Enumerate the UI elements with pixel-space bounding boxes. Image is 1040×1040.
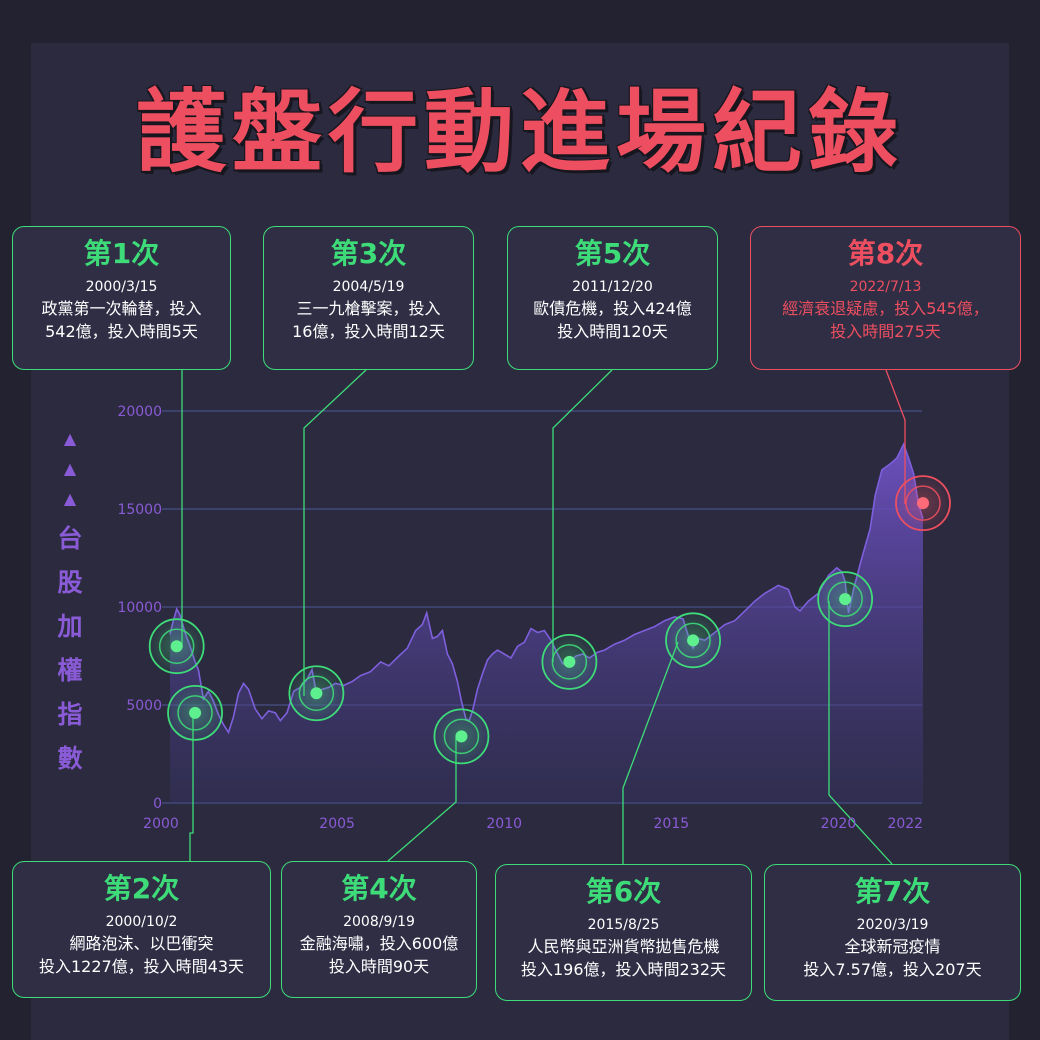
annotation-5: 第5次 2011/12/20 歐債危機，投入424億 投入時間120天: [507, 226, 718, 370]
index-area: [169, 442, 924, 803]
x-tick-label: 2015: [654, 816, 690, 832]
annotation-date: 2011/12/20: [572, 279, 653, 295]
annotation-line: 投入7.57億，投入207天: [803, 960, 982, 979]
marker-dot: [455, 730, 468, 743]
connector-lines: [181, 369, 906, 865]
axis-ticks: 0 5000 10000 15000 20000 2000 2005 2010 2015 2020…: [117, 404, 923, 832]
y-tick-label: 20000: [117, 404, 162, 420]
annotation-line: 投入時間120天: [557, 322, 668, 341]
annotation-title: 第7次: [854, 875, 931, 908]
index-line: [169, 442, 924, 735]
marker-inner-ring: [443, 718, 480, 755]
annotation-3: 第3次 2004/5/19 三一九槍擊案，投入 16億，投入時間12天: [263, 226, 474, 370]
event-marker: [167, 684, 223, 741]
annotation-line: 投入時間275天: [830, 322, 941, 341]
annotation-1: 第1次 2000/3/15 政黨第一次輪替，投入 542億，投入時間5天: [12, 226, 231, 370]
marker-inner-ring: [675, 622, 711, 659]
index-area-fill: [170, 444, 923, 803]
annotation-title: 第4次: [341, 872, 417, 905]
connector-line: [189, 714, 194, 861]
marker-dot: [687, 634, 700, 647]
annotation-date: 2004/5/19: [332, 279, 405, 295]
annotation-line: 542億，投入時間5天: [45, 322, 198, 341]
connector-line: [885, 369, 906, 504]
page-title: 護盤行動進場紀錄: [136, 80, 904, 185]
x-tick-label: 2022: [887, 816, 923, 832]
y-axis-label-char: 加: [57, 612, 83, 641]
up-triangle-icon: ▲: [63, 459, 77, 478]
annotation-line: 歐債危機，投入424億: [533, 299, 692, 318]
annotation-line: 政黨第一次輪替，投入: [41, 299, 202, 318]
annotation-line: 人民幣與亞洲貨幣拋售危機: [527, 937, 720, 956]
y-axis-label-char: 指: [57, 700, 83, 729]
annotation-line: 投入196億，投入時間232天: [520, 960, 727, 979]
y-tick-label: 10000: [117, 600, 162, 616]
marker-inner-ring: [551, 644, 588, 680]
annotation-date: 2020/3/19: [856, 917, 929, 933]
annotation-line: 16億，投入時間12天: [292, 322, 445, 341]
annotation-date: 2000/10/2: [105, 914, 178, 930]
connector-line: [622, 641, 679, 864]
annotation-date: 2008/9/19: [343, 914, 415, 930]
up-triangle-icon: ▲: [63, 429, 77, 448]
annotation-8: 第8次 2022/7/13 經濟衰退疑慮，投入545億， 投入時間275天: [750, 226, 1021, 370]
annotation-line: 經濟衰退疑慮，投入545億，: [782, 299, 989, 318]
event-marker: [288, 665, 345, 722]
annotation-title: 第1次: [83, 237, 160, 270]
event-marker-red: [895, 475, 951, 532]
y-tick-label: 15000: [117, 502, 162, 518]
up-triangle-icon: ▲: [63, 489, 77, 508]
marker-inner-ring: [177, 695, 213, 731]
x-tick-label: 2010: [486, 816, 522, 832]
connector-line: [303, 369, 367, 696]
annotation-line: 全球新冠疫情: [844, 937, 941, 956]
x-tick-label: 2005: [319, 816, 355, 832]
marker-inner-ring: [905, 485, 941, 521]
event-marker: [665, 612, 721, 669]
y-axis-label-char: 股: [57, 568, 83, 597]
annotation-line: 金融海嘯，投入600億: [299, 934, 459, 953]
annotation-title: 第5次: [574, 237, 651, 270]
x-tick-label: 2000: [143, 816, 179, 832]
marker-dot: [917, 497, 930, 510]
annotation-title: 第6次: [585, 875, 662, 908]
annotation-title: 第2次: [103, 872, 180, 905]
marker-dot: [170, 640, 183, 653]
event-marker: [817, 571, 874, 628]
y-axis-label-char: 權: [57, 656, 83, 685]
annotation-date: 2000/3/15: [85, 279, 158, 295]
y-tick-label: 0: [153, 796, 162, 812]
annotation-line: 網路泡沫、以巴衝突: [69, 934, 214, 953]
annotation-title: 第8次: [847, 237, 924, 270]
y-axis-label-char: 台: [57, 524, 83, 553]
marker-inner-ring: [827, 581, 863, 617]
marker-dot: [189, 706, 202, 719]
annotation-date: 2022/7/13: [849, 279, 922, 295]
annotation-line: 投入時間90天: [328, 957, 430, 976]
marker-dot: [563, 655, 576, 668]
y-tick-label: 5000: [126, 698, 162, 714]
connector-line: [552, 369, 613, 662]
marker-dot: [839, 593, 852, 606]
connector-line: [828, 601, 893, 865]
y-axis-label-char: 數: [57, 744, 83, 773]
x-tick-label: 2020: [821, 816, 857, 832]
marker-inner-ring: [158, 628, 195, 664]
y-axis-label: ▲ ▲ ▲ 台 股 加 權 指 數: [52, 424, 88, 778]
event-marker: [541, 633, 598, 690]
event-markers: [148, 475, 951, 765]
annotation-2: 第2次 2000/10/2 網路泡沫、以巴衝突 投入1227億，投入時間43天: [12, 861, 271, 998]
annotation-4: 第4次 2008/9/19 金融海嘯，投入600億 投入時間90天: [281, 861, 477, 998]
annotation-7: 第7次 2020/3/19 全球新冠疫情 投入7.57億，投入207天: [764, 864, 1021, 1001]
annotation-date: 2015/8/25: [587, 917, 660, 933]
event-marker: [433, 708, 490, 765]
annotation-line: 投入1227億，投入時間43天: [38, 957, 245, 976]
event-marker: [148, 618, 205, 675]
annotation-line: 三一九槍擊案，投入: [296, 299, 441, 318]
marker-inner-ring: [298, 675, 335, 711]
marker-dot: [310, 687, 323, 700]
annotation-6: 第6次 2015/8/25 人民幣與亞洲貨幣拋售危機 投入196億，投入時間23…: [495, 864, 752, 1001]
annotation-title: 第3次: [330, 237, 407, 270]
